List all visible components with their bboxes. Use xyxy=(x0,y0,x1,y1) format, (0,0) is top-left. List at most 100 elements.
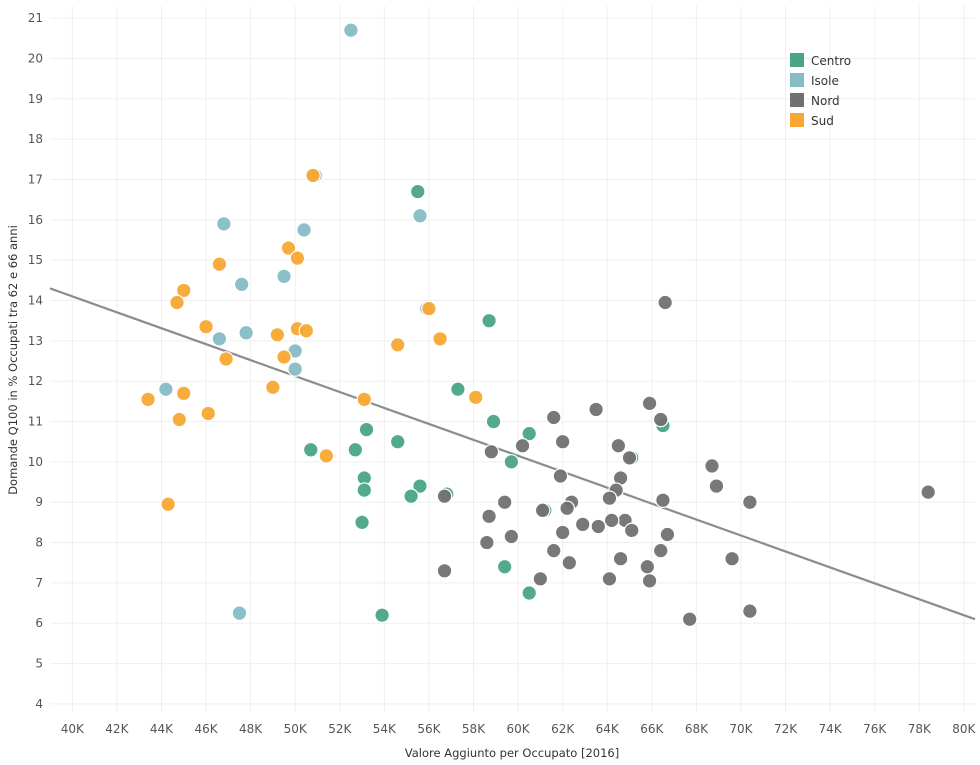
data-point-isole[interactable] xyxy=(211,331,228,347)
data-point-centro[interactable] xyxy=(302,441,319,458)
data-point-centro[interactable] xyxy=(503,454,520,470)
trend-line xyxy=(49,287,976,621)
data-point-nord[interactable] xyxy=(641,395,658,412)
data-point-nord[interactable] xyxy=(708,478,725,494)
data-point-sud[interactable] xyxy=(269,326,286,343)
data-point-sud[interactable] xyxy=(298,322,315,339)
data-point-isole[interactable] xyxy=(412,207,428,224)
data-point-nord[interactable] xyxy=(657,294,673,311)
data-point-sud[interactable] xyxy=(175,385,192,402)
data-point-isole[interactable] xyxy=(231,605,248,621)
data-point-centro[interactable] xyxy=(403,488,419,504)
data-point-sud[interactable] xyxy=(305,167,321,184)
data-point-isole[interactable] xyxy=(276,268,292,285)
data-point-nord[interactable] xyxy=(554,433,571,450)
data-point-centro[interactable] xyxy=(481,312,497,329)
data-point-nord[interactable] xyxy=(704,458,720,474)
data-point-nord[interactable] xyxy=(742,494,758,511)
data-point-centro[interactable] xyxy=(521,425,538,442)
data-point-centro[interactable] xyxy=(356,482,373,498)
data-point-nord[interactable] xyxy=(534,502,551,519)
data-point-nord[interactable] xyxy=(496,494,513,511)
data-point-nord[interactable] xyxy=(545,409,562,426)
data-point-sud[interactable] xyxy=(169,294,185,311)
data-point-nord[interactable] xyxy=(588,401,604,418)
data-point-centro[interactable] xyxy=(521,585,538,601)
data-point-sud[interactable] xyxy=(432,331,448,347)
data-point-sud[interactable] xyxy=(289,250,306,266)
data-point-centro[interactable] xyxy=(354,514,370,531)
data-point-sud[interactable] xyxy=(218,351,234,367)
data-point-sud[interactable] xyxy=(140,391,156,408)
data-point-sud[interactable] xyxy=(265,379,281,396)
data-point-nord[interactable] xyxy=(561,554,578,571)
data-point-nord[interactable] xyxy=(652,542,669,559)
legend[interactable]: Centro Isole Nord Sud xyxy=(790,53,851,128)
data-point-isole[interactable] xyxy=(287,361,303,377)
data-point-centro[interactable] xyxy=(409,183,426,200)
data-point-isole[interactable] xyxy=(343,22,359,39)
data-point-nord[interactable] xyxy=(659,526,676,543)
data-point-nord[interactable] xyxy=(481,508,497,525)
data-point-centro[interactable] xyxy=(389,433,406,450)
data-point-nord[interactable] xyxy=(479,534,495,551)
data-point-sud[interactable] xyxy=(421,300,437,317)
data-point-nord[interactable] xyxy=(554,524,571,541)
data-point-sud[interactable] xyxy=(318,448,335,464)
data-point-nord[interactable] xyxy=(641,573,658,589)
data-point-nord[interactable] xyxy=(724,550,740,567)
data-point-nord[interactable] xyxy=(610,437,627,454)
data-point-nord[interactable] xyxy=(612,550,629,567)
data-point-sud[interactable] xyxy=(280,240,297,256)
data-point-nord[interactable] xyxy=(601,571,618,587)
data-point-nord[interactable] xyxy=(436,488,453,504)
data-point-isole[interactable] xyxy=(296,222,312,238)
data-point-nord[interactable] xyxy=(483,443,500,460)
data-point-nord[interactable] xyxy=(545,542,562,559)
data-point-nord[interactable] xyxy=(639,558,656,575)
data-point-nord[interactable] xyxy=(503,528,520,545)
data-point-sud[interactable] xyxy=(467,389,484,406)
data-point-nord[interactable] xyxy=(742,603,758,619)
data-point-centro[interactable] xyxy=(347,441,364,458)
data-point-nord[interactable] xyxy=(623,522,640,539)
data-point-nord[interactable] xyxy=(681,611,698,628)
data-point-nord[interactable] xyxy=(621,450,638,466)
data-point-centro[interactable] xyxy=(485,413,502,430)
data-point-centro[interactable] xyxy=(412,478,428,494)
data-point-centro[interactable] xyxy=(358,421,375,438)
data-point-sud[interactable] xyxy=(389,337,406,353)
x-tick-label: 54K xyxy=(373,722,397,736)
data-point-sud[interactable] xyxy=(356,391,373,408)
data-point-sud[interactable] xyxy=(200,405,217,422)
data-point-nord[interactable] xyxy=(559,500,575,517)
data-point-nord[interactable] xyxy=(574,516,591,533)
data-point-nord[interactable] xyxy=(514,437,531,454)
data-point-nord[interactable] xyxy=(532,571,549,587)
data-point-nord[interactable] xyxy=(603,512,620,529)
x-tick-label: 42K xyxy=(105,722,129,736)
data-point-isole[interactable] xyxy=(216,216,232,232)
y-tick-label: 6 xyxy=(35,616,43,630)
data-point-centro[interactable] xyxy=(450,381,466,398)
data-point-centro[interactable] xyxy=(496,558,513,575)
data-point-nord[interactable] xyxy=(552,468,569,484)
data-point-nord[interactable] xyxy=(436,562,453,579)
data-point-nord[interactable] xyxy=(655,492,671,508)
data-point-sud[interactable] xyxy=(171,411,188,428)
data-point-sud[interactable] xyxy=(211,256,228,272)
data-point-nord[interactable] xyxy=(590,518,607,535)
y-tick-label: 9 xyxy=(35,495,43,509)
data-point-sud[interactable] xyxy=(175,282,192,299)
data-point-sud[interactable] xyxy=(198,318,214,335)
data-point-isole[interactable] xyxy=(158,381,174,398)
data-point-centro[interactable] xyxy=(374,607,390,623)
data-point-nord[interactable] xyxy=(652,411,669,428)
data-point-isole[interactable] xyxy=(238,324,254,341)
data-point-nord[interactable] xyxy=(920,484,936,500)
data-point-sud[interactable] xyxy=(276,349,292,365)
data-point-sud[interactable] xyxy=(160,496,176,513)
x-axis-title: Valore Aggiunto per Occupato [2016] xyxy=(405,746,619,760)
data-point-nord[interactable] xyxy=(601,490,618,506)
data-point-isole[interactable] xyxy=(233,276,250,293)
